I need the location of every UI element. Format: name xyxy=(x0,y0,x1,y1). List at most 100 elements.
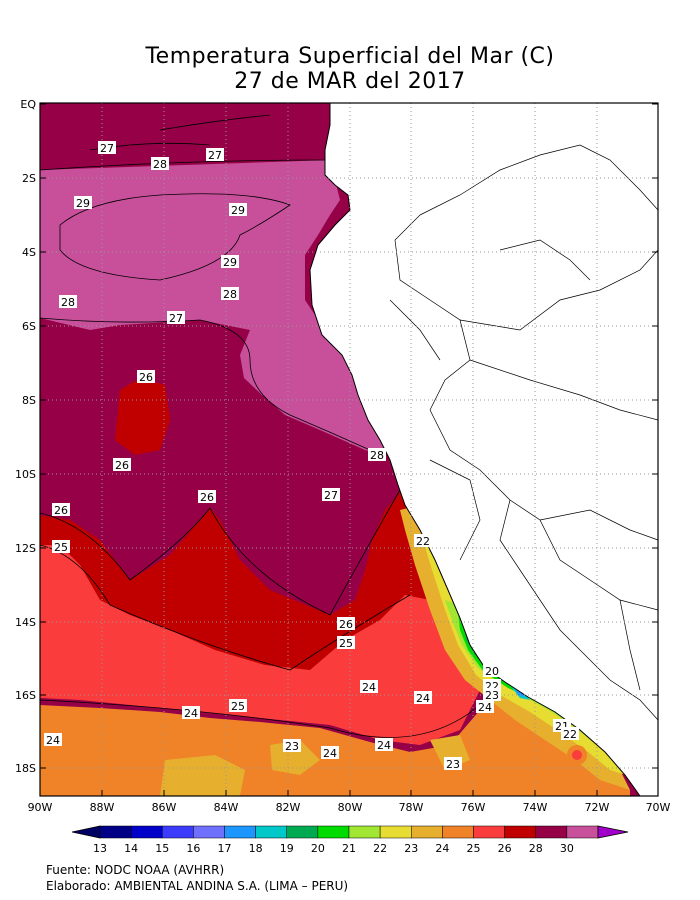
contour-label: 27 xyxy=(167,311,185,325)
contour-label-text: 25 xyxy=(231,700,245,713)
contour-label-text: 26 xyxy=(139,371,153,384)
colorbar-label: 28 xyxy=(529,842,543,855)
x-tick-label: 76W xyxy=(461,801,486,814)
x-tick-label: 78W xyxy=(399,801,424,814)
contour-label: 28 xyxy=(368,448,386,462)
colorbar-swatch xyxy=(411,825,443,839)
contour-label-text: 23 xyxy=(485,689,499,702)
colorbar-swatch xyxy=(130,825,163,839)
y-tick-label: 12S xyxy=(15,542,36,555)
x-tick-label: 72W xyxy=(585,801,610,814)
map-date: 27 de MAR del 2017 xyxy=(234,69,466,94)
contour-label-text: 26 xyxy=(54,504,68,517)
contour-label: 27 xyxy=(98,141,116,155)
contour-label: 24 xyxy=(414,691,432,705)
colorbar-label: 16 xyxy=(186,842,200,855)
contour-label: 27 xyxy=(322,488,340,502)
contour-label: 26 xyxy=(337,617,355,631)
sst-pool-26 xyxy=(115,378,170,455)
colorbar-swatch xyxy=(317,825,350,839)
contour-label-text: 25 xyxy=(339,637,353,650)
contour-label: 29 xyxy=(221,255,239,269)
contour-label: 26 xyxy=(52,503,70,517)
contour-label-text: 24 xyxy=(46,734,60,747)
x-tick-label: 82W xyxy=(276,801,301,814)
y-tick-label: 4S xyxy=(22,246,36,259)
colorbar-swatch xyxy=(566,825,599,839)
contour-label: 23 xyxy=(483,688,501,702)
colorbar-label: 20 xyxy=(311,842,325,855)
y-tick-label: 18S xyxy=(15,762,36,775)
colorbar-swatch xyxy=(348,825,381,839)
contour-label: 23 xyxy=(283,739,301,753)
contour-label: 28 xyxy=(59,295,77,309)
map-title: Temperatura Superficial del Mar (C) xyxy=(145,44,555,69)
contour-label-text: 22 xyxy=(563,728,577,741)
contour-label: 26 xyxy=(137,370,155,384)
contour-label-text: 24 xyxy=(323,747,337,760)
colorbar-swatch xyxy=(379,825,412,839)
contour-label: 24 xyxy=(321,746,339,760)
contour-label: 22 xyxy=(561,727,579,741)
sst-patch-22-23 xyxy=(160,755,245,796)
contour-label-text: 27 xyxy=(208,149,222,162)
colorbar-swatch xyxy=(193,825,225,839)
contour-label-text: 24 xyxy=(362,681,376,694)
contour-label: 28 xyxy=(221,287,239,301)
x-tick-label: 90W xyxy=(28,801,53,814)
contour-label-text: 25 xyxy=(54,541,68,554)
colorbar-swatch xyxy=(535,825,568,839)
y-tick-label: 10S xyxy=(15,468,36,481)
y-tick-label: 2S xyxy=(22,172,36,185)
colorbar-swatch xyxy=(286,825,319,839)
colorbar-label: 15 xyxy=(155,842,169,855)
contour-label: 25 xyxy=(229,699,247,713)
colorbar-high-arrow xyxy=(597,825,629,839)
contour-label-text: 24 xyxy=(416,692,430,705)
sst-eddy-warm-core xyxy=(572,750,582,760)
y-tick-label: EQ xyxy=(20,98,36,111)
contour-label: 23 xyxy=(444,757,462,771)
colorbar-low-arrow xyxy=(71,825,101,839)
x-axis: 90W 88W 86W 84W 82W 80W 78W 76W 74W 72W 70W xyxy=(28,790,671,814)
contour-label: 24 xyxy=(476,700,494,714)
source-note: Fuente: NODC NOAA (AVHRR) xyxy=(46,863,225,877)
colorbar-label: 13 xyxy=(93,842,107,855)
colorbar-swatch xyxy=(162,825,194,839)
x-tick-label: 74W xyxy=(523,801,548,814)
x-tick-label: 70W xyxy=(646,801,671,814)
contour-label: 25 xyxy=(52,540,70,554)
colorbar-swatch xyxy=(224,825,256,839)
contour-label-text: 27 xyxy=(169,312,183,325)
colorbar-swatch xyxy=(504,825,536,839)
contour-label: 26 xyxy=(198,490,216,504)
contour-label-text: 22 xyxy=(416,535,430,548)
colorbar: 13 14 15 16 17 18 19 20 21 22 23 24 25 26 28 30 xyxy=(71,825,629,855)
contour-label-text: 24 xyxy=(478,701,492,714)
y-axis: EQ 2S 4S 6S 8S 10S 12S 14S 16S 18S xyxy=(15,98,658,775)
sst-band-28-30 xyxy=(40,160,385,455)
contour-label: 29 xyxy=(74,196,92,210)
contour-label-text: 28 xyxy=(153,158,167,171)
contour-label: 27 xyxy=(206,148,224,162)
y-tick-label: 16S xyxy=(15,689,36,702)
colorbar-label: 21 xyxy=(342,842,356,855)
contour-label-text: 29 xyxy=(76,197,90,210)
contour-label-text: 23 xyxy=(285,740,299,753)
credit-note: Elaborado: AMBIENTAL ANDINA S.A. (LIMA –… xyxy=(46,879,349,893)
colorbar-label: 17 xyxy=(218,842,232,855)
contour-label: 24 xyxy=(182,706,200,720)
colorbar-label: 14 xyxy=(124,842,138,855)
x-tick-label: 84W xyxy=(214,801,239,814)
contour-label-text: 28 xyxy=(223,288,237,301)
colorbar-label: 18 xyxy=(249,842,263,855)
contour-label: 28 xyxy=(151,157,169,171)
contour-label-text: 28 xyxy=(370,449,384,462)
y-tick-label: 6S xyxy=(22,320,36,333)
contour-label-text: 26 xyxy=(339,618,353,631)
colorbar-swatch xyxy=(99,825,132,839)
colorbar-label: 22 xyxy=(373,842,387,855)
contour-label-text: 28 xyxy=(61,296,75,309)
contour-label: 24 xyxy=(44,733,62,747)
